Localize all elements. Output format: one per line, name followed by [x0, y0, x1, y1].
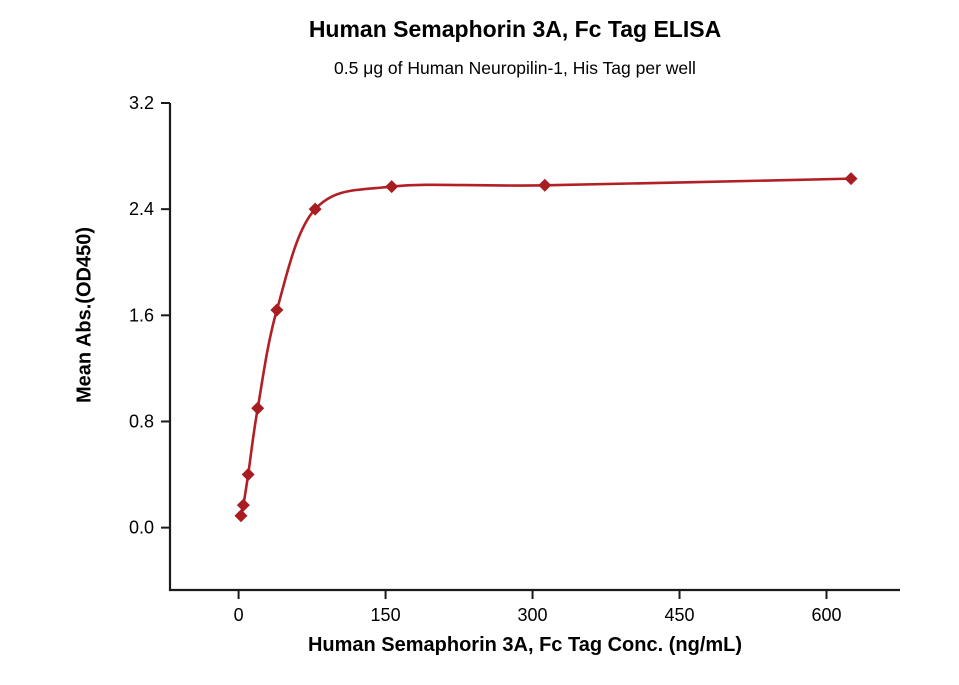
chart-title: Human Semaphorin 3A, Fc Tag ELISA [308, 16, 722, 42]
x-tick-label: 600 [811, 605, 841, 625]
data-point-marker [241, 468, 255, 482]
data-point-marker [308, 202, 322, 216]
fit-curve [239, 177, 853, 517]
y-tick-label: 2.4 [129, 199, 154, 219]
data-point-marker [234, 509, 248, 523]
x-axis-label: Human Semaphorin 3A, Fc Tag Conc. (ng/mL… [307, 634, 743, 656]
chart-subtitle: 0.5 μg of Human Neuropilin-1, His Tag pe… [334, 58, 696, 78]
x-tick-label: 0 [234, 605, 244, 625]
axis-spines [168, 103, 900, 592]
y-tick-label: 3.2 [129, 93, 154, 113]
y-tick-label: 0.8 [129, 411, 154, 431]
data-point-marker [251, 401, 265, 415]
x-tick-label: 150 [371, 605, 401, 625]
x-tick-label: 450 [665, 605, 695, 625]
data-point-marker [385, 180, 399, 194]
y-tick-label: 1.6 [129, 305, 154, 325]
data-point-marker [538, 178, 552, 192]
data-point-marker [270, 303, 284, 317]
data-point-marker [844, 172, 858, 186]
y-tick-label: 0.0 [129, 518, 154, 538]
data-point-marker [236, 498, 250, 512]
x-tick-label: 300 [518, 605, 548, 625]
